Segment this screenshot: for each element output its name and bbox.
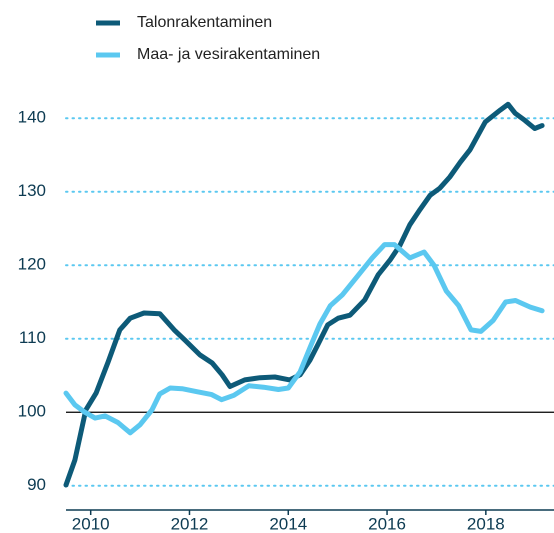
y-tick-label: 120 bbox=[18, 255, 46, 274]
y-tick-label: 100 bbox=[18, 402, 46, 421]
y-tick-label: 90 bbox=[27, 475, 46, 494]
x-tick-label: 2014 bbox=[269, 514, 307, 533]
legend-label: Talonrakentaminen bbox=[137, 14, 272, 31]
x-tick-label: 2018 bbox=[467, 514, 505, 533]
y-tick-label: 130 bbox=[18, 181, 46, 200]
y-tick-label: 110 bbox=[19, 328, 46, 347]
x-tick-label: 2016 bbox=[368, 514, 406, 533]
x-tick-label: 2012 bbox=[171, 514, 209, 533]
legend-label: Maa- ja vesirakentaminen bbox=[137, 46, 320, 63]
series-line bbox=[63, 242, 545, 436]
y-tick-label: 140 bbox=[18, 108, 46, 127]
series-line bbox=[63, 101, 545, 488]
x-tick-label: 2010 bbox=[72, 514, 110, 533]
